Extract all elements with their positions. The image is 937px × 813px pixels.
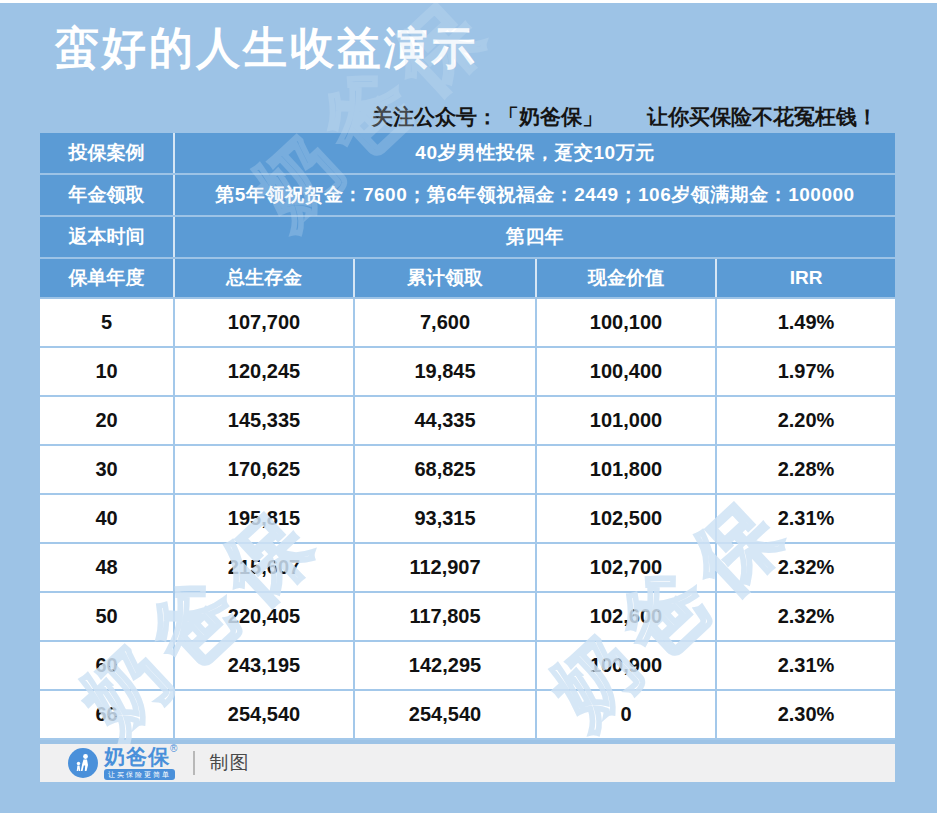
- header-total-survival: 总生存金: [175, 259, 355, 297]
- cell-cash-value: 102,500: [537, 495, 717, 544]
- cell-policy-year: 30: [40, 446, 175, 495]
- cell-cash-value: 100,400: [537, 348, 717, 397]
- cell-irr: 1.49%: [717, 299, 895, 348]
- cell-cash-value: 100,100: [537, 299, 717, 348]
- table-row: 5 107,700 7,600 100,100 1.49%: [40, 299, 895, 348]
- header-cash-value: 现金价值: [537, 259, 717, 297]
- cell-irr: 2.20%: [717, 397, 895, 446]
- cell-cash-value: 100,900: [537, 642, 717, 691]
- brand-logo: 奶爸保 ® 让买保险更简单: [68, 746, 177, 780]
- brand-slogan: 让买保险更简单: [104, 769, 175, 780]
- cell-cumulative-withdrawal: 19,845: [355, 348, 537, 397]
- table-row: 50 220,405 117,805 102,600 2.32%: [40, 593, 895, 642]
- info-row-value: 40岁男性投保，趸交10万元: [175, 133, 895, 173]
- cell-policy-year: 66: [40, 691, 175, 740]
- cell-policy-year: 20: [40, 397, 175, 446]
- cell-cumulative-withdrawal: 68,825: [355, 446, 537, 495]
- brand-logo-icon: [68, 748, 98, 778]
- cell-total-survival: 145,335: [175, 397, 355, 446]
- cell-total-survival: 220,405: [175, 593, 355, 642]
- cell-cumulative-withdrawal: 112,907: [355, 544, 537, 593]
- info-row: 返本时间 第四年: [40, 217, 895, 257]
- cell-cash-value: 101,000: [537, 397, 717, 446]
- cell-total-survival: 195,815: [175, 495, 355, 544]
- cell-cash-value: 102,600: [537, 593, 717, 642]
- info-row-label: 返本时间: [40, 217, 175, 257]
- dad-and-child-icon: [72, 752, 94, 774]
- header-cumulative-withdrawal: 累计领取: [355, 259, 537, 297]
- cell-policy-year: 5: [40, 299, 175, 348]
- cell-irr: 1.97%: [717, 348, 895, 397]
- benefit-table: 投保案例 40岁男性投保，趸交10万元 年金领取 第5年领祝贺金：7600；第6…: [40, 133, 895, 740]
- footer-bar: 奶爸保 ® 让买保险更简单 制图: [40, 744, 895, 782]
- table-row: 48 215,607 112,907 102,700 2.32%: [40, 544, 895, 593]
- info-row-value: 第5年领祝贺金：7600；第6年领祝福金：2449；106岁领满期金：10000…: [175, 175, 895, 215]
- header-policy-year: 保单年度: [40, 259, 175, 297]
- info-row-label: 投保案例: [40, 133, 175, 173]
- table-header-row: 保单年度 总生存金 累计领取 现金价值 IRR: [40, 259, 895, 297]
- cell-irr: 2.30%: [717, 691, 895, 740]
- table-row: 60 243,195 142,295 100,900 2.31%: [40, 642, 895, 691]
- info-row: 年金领取 第5年领祝贺金：7600；第6年领祝福金：2449；106岁领满期金：…: [40, 175, 895, 215]
- cell-irr: 2.32%: [717, 544, 895, 593]
- subtitle-follow-account: 关注公众号：「奶爸保」: [372, 105, 603, 128]
- cell-total-survival: 254,540: [175, 691, 355, 740]
- info-row: 投保案例 40岁男性投保，趸交10万元: [40, 133, 895, 173]
- table-row: 30 170,625 68,825 101,800 2.28%: [40, 446, 895, 495]
- cell-policy-year: 50: [40, 593, 175, 642]
- table-row: 10 120,245 19,845 100,400 1.97%: [40, 348, 895, 397]
- cell-cash-value: 102,700: [537, 544, 717, 593]
- cell-policy-year: 40: [40, 495, 175, 544]
- footer-caption: 制图: [209, 750, 249, 776]
- table-row: 66 254,540 254,540 0 2.30%: [40, 691, 895, 740]
- cell-cumulative-withdrawal: 7,600: [355, 299, 537, 348]
- subtitle: 关注公众号：「奶爸保」 让你买保险不花冤枉钱！: [372, 103, 878, 131]
- cell-irr: 2.28%: [717, 446, 895, 495]
- info-row-value: 第四年: [175, 217, 895, 257]
- cell-policy-year: 60: [40, 642, 175, 691]
- poster-canvas: 蛮好的人生收益演示 关注公众号：「奶爸保」 让你买保险不花冤枉钱！ 奶爸保 投保案…: [0, 0, 937, 813]
- cell-cumulative-withdrawal: 93,315: [355, 495, 537, 544]
- cell-total-survival: 215,607: [175, 544, 355, 593]
- table-row: 40 195,815 93,315 102,500 2.31%: [40, 495, 895, 544]
- registered-mark: ®: [170, 744, 177, 754]
- subtitle-tagline: 让你买保险不花冤枉钱！: [647, 105, 878, 128]
- table-row: 20 145,335 44,335 101,000 2.20%: [40, 397, 895, 446]
- cell-cumulative-withdrawal: 44,335: [355, 397, 537, 446]
- footer-divider: [193, 751, 195, 775]
- cell-irr: 2.31%: [717, 495, 895, 544]
- info-row-label: 年金领取: [40, 175, 175, 215]
- cell-policy-year: 48: [40, 544, 175, 593]
- cell-cumulative-withdrawal: 117,805: [355, 593, 537, 642]
- cell-cash-value: 0: [537, 691, 717, 740]
- cell-total-survival: 120,245: [175, 348, 355, 397]
- header-irr: IRR: [717, 259, 895, 297]
- page-title: 蛮好的人生收益演示: [55, 19, 478, 78]
- brand-name: 奶爸保: [104, 746, 170, 767]
- cell-total-survival: 170,625: [175, 446, 355, 495]
- cell-total-survival: 107,700: [175, 299, 355, 348]
- cell-cash-value: 101,800: [537, 446, 717, 495]
- cell-irr: 2.31%: [717, 642, 895, 691]
- cell-total-survival: 243,195: [175, 642, 355, 691]
- cell-irr: 2.32%: [717, 593, 895, 642]
- cell-cumulative-withdrawal: 142,295: [355, 642, 537, 691]
- cell-cumulative-withdrawal: 254,540: [355, 691, 537, 740]
- brand-text-block: 奶爸保 ® 让买保险更简单: [104, 746, 177, 780]
- cell-policy-year: 10: [40, 348, 175, 397]
